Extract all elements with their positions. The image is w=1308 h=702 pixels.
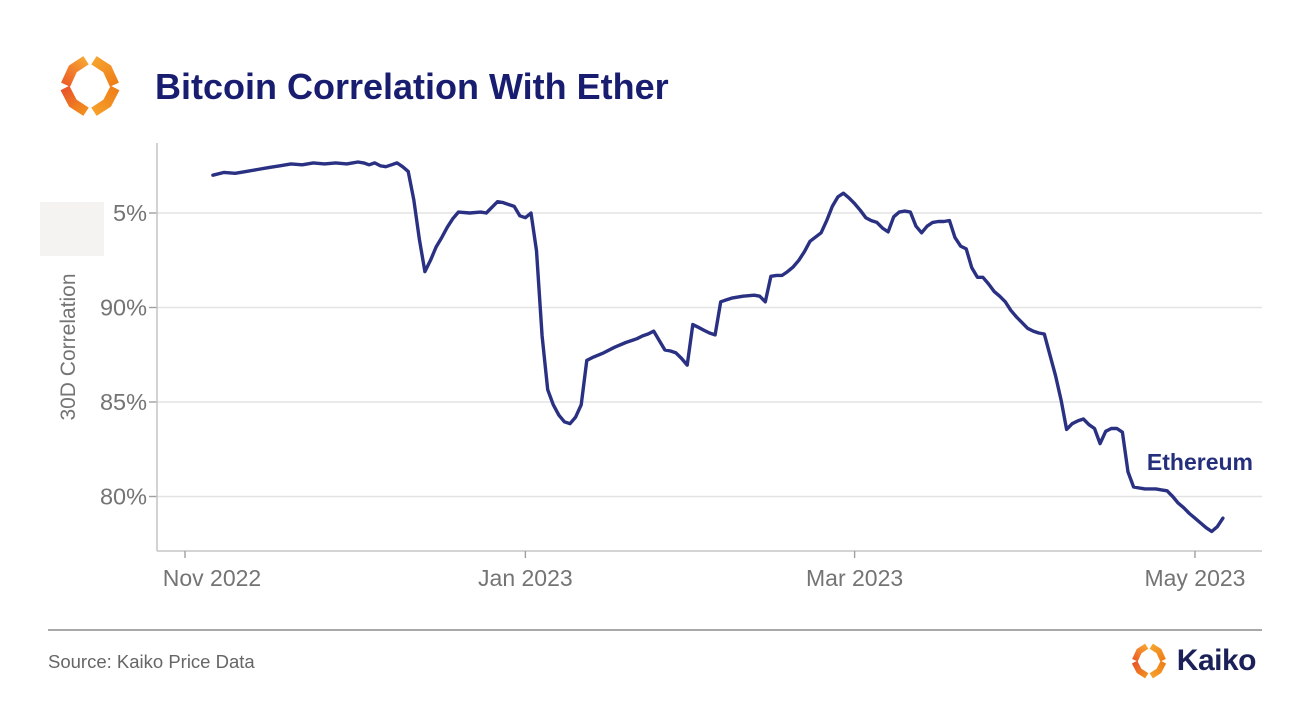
y-tick-label: 85% xyxy=(100,389,147,415)
y-tick-label: 5% xyxy=(113,200,147,226)
kaiko-brand-name: Kaiko xyxy=(1176,644,1257,677)
kaiko-brand: Kaiko xyxy=(1130,642,1257,680)
footer-divider xyxy=(48,629,1262,631)
render-artifact-patch xyxy=(40,202,104,256)
source-caption: Source: Kaiko Price Data xyxy=(48,651,255,672)
x-tick-label: Jan 2023 xyxy=(478,565,573,591)
x-tick-label: Nov 2022 xyxy=(163,565,261,591)
header: Bitcoin Correlation With Ether xyxy=(0,0,1308,130)
y-tick-label: 90% xyxy=(100,295,147,321)
x-tick-label: Mar 2023 xyxy=(806,565,903,591)
y-axis-title: 30D Correlation xyxy=(57,273,80,420)
x-tick-label: May 2023 xyxy=(1144,565,1245,591)
kaiko-logo-icon xyxy=(60,56,120,116)
chart-title: Bitcoin Correlation With Ether xyxy=(155,66,669,107)
y-tick-label: 80% xyxy=(100,484,147,510)
ethereum-annotation: Ethereum xyxy=(1147,449,1253,475)
kaiko-brand-icon xyxy=(1131,643,1166,679)
series-line-ethereum xyxy=(211,160,1225,534)
